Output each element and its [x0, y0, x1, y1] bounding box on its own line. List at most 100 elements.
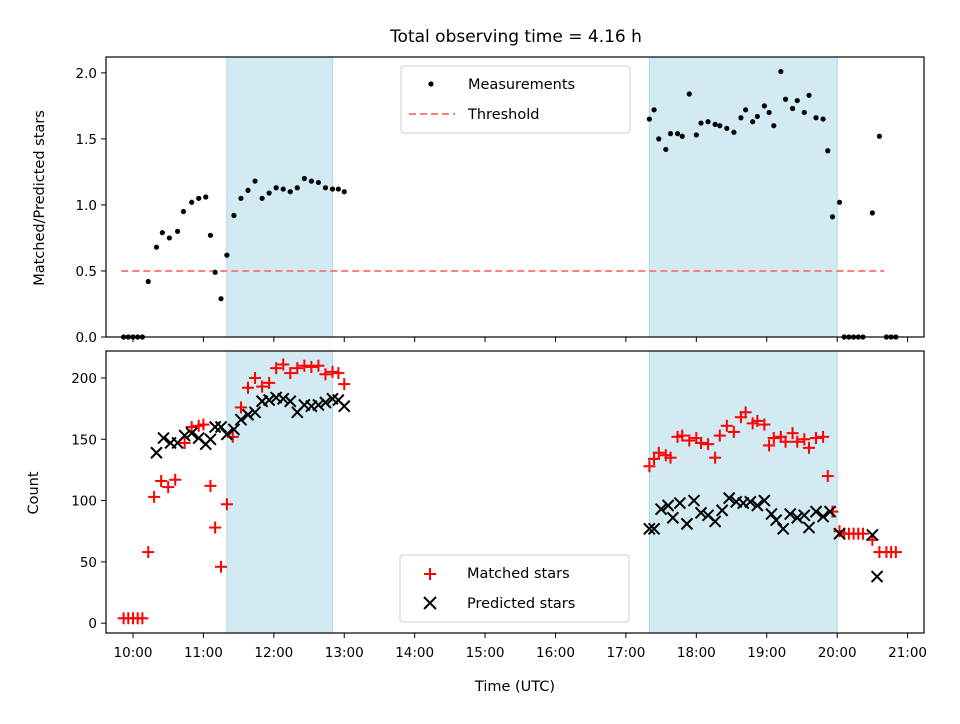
- x-tick-label: 17:00: [606, 645, 645, 661]
- measurement-point: [717, 123, 723, 129]
- matched-star-point: [263, 376, 276, 389]
- predicted-star-point: [798, 509, 811, 522]
- measurement-point: [754, 113, 760, 120]
- predicted-star-point: [220, 428, 234, 441]
- predicted-star-point: [185, 426, 198, 440]
- measurement-point: [656, 136, 662, 142]
- measurement-point: [335, 186, 341, 192]
- matched-star-point: [791, 435, 804, 448]
- matched-star-point: [676, 429, 689, 442]
- bottom-legend-box: [399, 554, 630, 623]
- matched-star-point: [767, 432, 780, 445]
- matched-star-point: [142, 546, 155, 559]
- top-panel: 0.0 0.5 1.0 1.5 2.0: [76, 56, 925, 346]
- measurement-point: [761, 103, 767, 109]
- matched-star-point: [332, 367, 345, 380]
- matched-star-point: [695, 436, 708, 449]
- legend-label-matched: Matched stars: [467, 566, 570, 582]
- measurement-point: [646, 116, 652, 122]
- predicted-star-point: [654, 502, 668, 516]
- predicted-star-point: [647, 522, 661, 535]
- matched-star-point: [178, 436, 191, 449]
- measurement-point: [686, 91, 692, 97]
- x-tick-label: 20:00: [818, 645, 857, 661]
- predicted-star-point: [208, 420, 222, 434]
- top-legend-box: [400, 65, 631, 134]
- measurement-point: [273, 185, 279, 191]
- measurement-point: [693, 132, 699, 138]
- matched-star-point: [338, 378, 351, 391]
- matched-star-point: [291, 362, 304, 375]
- matched-star-point: [856, 527, 869, 540]
- x-tick-label: 21:00: [888, 645, 927, 661]
- matched-star-point: [652, 446, 665, 459]
- measurement-point: [782, 96, 789, 102]
- measurement-point: [869, 210, 875, 216]
- top-y-tick-label: 1.5: [76, 132, 97, 148]
- predicted-star-point: [204, 433, 217, 446]
- legend-marker-measurements: [428, 81, 434, 87]
- predicted-star-point: [816, 510, 830, 523]
- bottom-panel: 0 50 100 150 200 10:00 11:00 12:00 13:00 14:00 15:…: [71, 350, 927, 661]
- matched-star-point: [821, 470, 834, 483]
- measurement-point: [245, 187, 251, 193]
- matched-star-point: [326, 365, 339, 378]
- x-tick-label: 13:00: [325, 645, 364, 661]
- matched-star-point: [148, 490, 161, 503]
- measurement-point: [674, 131, 681, 137]
- matched-star-point: [720, 419, 733, 432]
- bottom-y-axis-label: Count: [26, 471, 42, 514]
- measurement-point: [789, 105, 796, 112]
- predicted-star-point: [319, 396, 332, 409]
- measurement-point: [238, 195, 244, 201]
- top-shaded-interval: [648, 56, 838, 338]
- measurement-point: [876, 133, 883, 139]
- matched-star-point: [209, 521, 222, 534]
- matched-star-point: [802, 441, 815, 454]
- predicted-star-point: [715, 504, 729, 517]
- predicted-star-point: [178, 429, 191, 442]
- measurement-point: [712, 121, 718, 127]
- matched-star-point: [136, 612, 149, 625]
- top-shaded-interval: [226, 56, 334, 338]
- matched-star-point: [298, 359, 311, 372]
- measurement-point: [750, 119, 756, 125]
- bottom-y-tick-label: 0: [88, 616, 97, 632]
- matched-star-point: [155, 474, 168, 487]
- matched-star-point: [713, 429, 726, 442]
- top-axes-frame: [105, 56, 925, 338]
- bottom-legend: Matched stars Predicted stars: [399, 554, 630, 623]
- measurement-point: [231, 212, 237, 219]
- matched-star-point: [889, 546, 902, 559]
- measurement-point: [166, 235, 172, 241]
- matched-star-point: [683, 434, 696, 447]
- measurement-point: [308, 178, 314, 184]
- x-tick-label: 18:00: [677, 645, 716, 661]
- predicted-star-point: [784, 507, 797, 521]
- matched-star-point: [204, 479, 217, 492]
- predicted-star-point: [758, 494, 771, 507]
- predicted-star-point: [751, 499, 764, 512]
- predicted-star-point: [680, 517, 694, 531]
- bottom-y-tick-label: 150: [71, 432, 97, 448]
- top-y-tick-label: 1.0: [76, 198, 97, 214]
- predicted-star-point: [802, 521, 816, 534]
- predicted-star-point: [643, 522, 656, 535]
- measurement-point: [743, 107, 749, 113]
- matched-star-point: [197, 418, 210, 431]
- measurement-point: [806, 92, 812, 98]
- bottom-y-tick-label: 100: [71, 494, 97, 510]
- measurement-point: [322, 185, 329, 191]
- matched-star-point: [162, 481, 175, 494]
- measurement-point: [794, 97, 800, 104]
- matched-star-point: [234, 401, 247, 414]
- measurement-point: [829, 214, 836, 220]
- matched-star-point: [648, 452, 661, 465]
- predicted-star-point: [312, 398, 325, 412]
- matched-star-point: [215, 560, 228, 573]
- measurement-point: [224, 252, 230, 258]
- bottom-y-tick-label: 50: [80, 555, 97, 571]
- predicted-star-point: [870, 570, 884, 583]
- measurement-point: [771, 123, 777, 129]
- measurement-point: [778, 68, 784, 75]
